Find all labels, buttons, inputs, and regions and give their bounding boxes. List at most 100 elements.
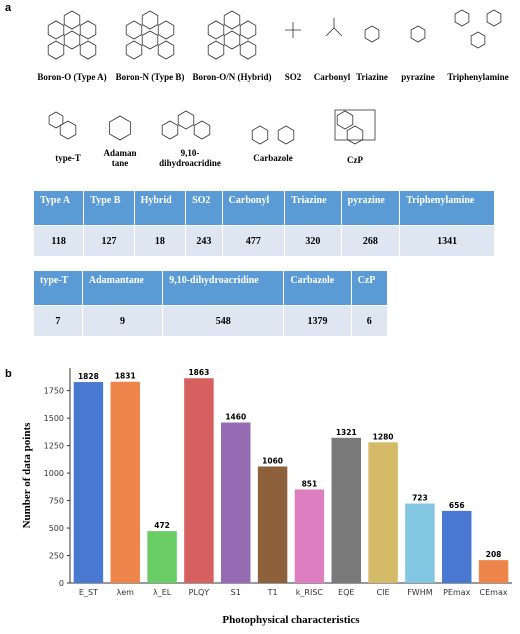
structure-label: pyrazine: [401, 72, 435, 82]
table-header: SO2: [185, 190, 223, 226]
ring: [47, 20, 65, 40]
ring: [141, 10, 159, 30]
value-label: 1828: [78, 372, 99, 381]
ring: [63, 30, 81, 50]
ring: [223, 30, 241, 50]
panel-label: a: [5, 2, 12, 14]
ring: [193, 120, 211, 140]
ring: [486, 9, 502, 27]
structure-label: SO2: [284, 72, 302, 82]
y-tick-label: 1000: [44, 469, 64, 478]
table-cell: 243: [185, 225, 223, 257]
y-tick-label: 1500: [44, 414, 64, 423]
y-tick-label: 0: [59, 579, 64, 588]
ring: [336, 110, 354, 130]
table-cell: 548: [162, 305, 285, 337]
ring: [207, 40, 225, 60]
table: Type A Type B Hybrid SO2 Carbonyl Triazine pyr…: [32, 190, 495, 257]
value-label: 208: [486, 550, 502, 559]
panel-label: b: [5, 368, 12, 380]
structure-label: 9,10-dihydroacridine: [159, 148, 221, 168]
table-cell: 9: [81, 305, 164, 337]
ring: [346, 125, 364, 145]
x-tick-label: CIE: [377, 588, 390, 597]
value-label: 1060: [262, 456, 283, 465]
ring: [125, 20, 143, 40]
table-header: Triphenylamine: [399, 190, 495, 226]
table-header: 9,10-dihydroacridine: [162, 270, 285, 306]
structure-label: Triazine: [356, 72, 388, 82]
bar: [184, 378, 214, 583]
ring: [109, 115, 131, 141]
value-label: 1280: [373, 432, 394, 441]
table-cell: 1379: [283, 305, 352, 337]
ring: [125, 40, 143, 60]
value-label: 656: [449, 501, 465, 510]
structures: [47, 9, 502, 145]
ring: [454, 9, 470, 27]
value-label: 1831: [115, 372, 136, 381]
table-header: type-T: [33, 270, 83, 306]
y-tick-label: 1750: [44, 387, 64, 396]
ring: [410, 25, 426, 43]
ring: [157, 20, 175, 40]
structure-label: Carbonyl: [313, 72, 351, 82]
bar: [442, 510, 472, 583]
table-cell: 268: [340, 225, 401, 257]
structure-label: Boron-O (Type A): [37, 72, 107, 82]
table-cell: 18: [133, 225, 187, 257]
ring: [177, 110, 195, 130]
x-tick-label: PEmax: [443, 588, 471, 597]
value-label: 1863: [188, 368, 209, 377]
table-header: Type B: [83, 190, 135, 226]
value-label: 472: [154, 521, 170, 530]
structure-label: Adaman tane: [103, 148, 137, 168]
ring: [207, 20, 225, 40]
bar: [147, 531, 177, 583]
ring: [79, 40, 97, 60]
table-cell: 6: [350, 305, 389, 337]
table-cell: 1341: [399, 225, 495, 257]
bar: [368, 442, 398, 583]
bar: [405, 503, 435, 583]
bridge: [334, 109, 376, 141]
x-tick-label: E_ST: [79, 588, 98, 597]
bar: [110, 381, 140, 583]
x-tick-label: PLQY: [189, 588, 210, 597]
structure-label: CzP: [347, 155, 363, 165]
table-cell: 477: [221, 225, 286, 257]
y-axis-label: Number of data points: [21, 422, 33, 529]
table: type-T Adamantane 9,10-dihydroacridine Carb…: [33, 270, 389, 337]
ring: [239, 40, 257, 60]
ring: [141, 30, 159, 50]
ring: [157, 40, 175, 60]
x-tick-label: FWHM: [407, 588, 433, 597]
table-cell: 320: [284, 225, 342, 257]
bar: [73, 382, 104, 583]
x-tick-label: CEmax: [480, 588, 508, 597]
value-label: 1321: [336, 428, 357, 437]
table-header: Hybrid: [133, 190, 187, 226]
table-header: Carbazole: [283, 270, 352, 306]
ring: [239, 20, 257, 40]
structure-label: Triphenylamine: [447, 72, 509, 82]
bar: [331, 437, 361, 583]
x-tick-label: k_RISC: [296, 588, 324, 597]
structure-label: Boron-O/N (Hybrid): [192, 72, 272, 82]
ring: [364, 25, 380, 43]
ring: [223, 10, 241, 30]
y-tick-label: 250: [49, 552, 64, 561]
x-axis-label: Photophysical characteristics: [222, 614, 360, 626]
bond: [285, 18, 343, 38]
x-tick-label: S1: [231, 588, 241, 597]
table-header: Carbonyl: [221, 190, 286, 226]
structure-label: Boron-N (Type B): [115, 72, 185, 82]
ring: [470, 31, 486, 49]
table-cell: 118: [32, 225, 85, 257]
ring: [277, 125, 295, 145]
ring: [48, 111, 64, 129]
table-header: CzP: [350, 270, 389, 306]
ring: [63, 10, 81, 30]
table-header: Type A: [32, 190, 85, 226]
